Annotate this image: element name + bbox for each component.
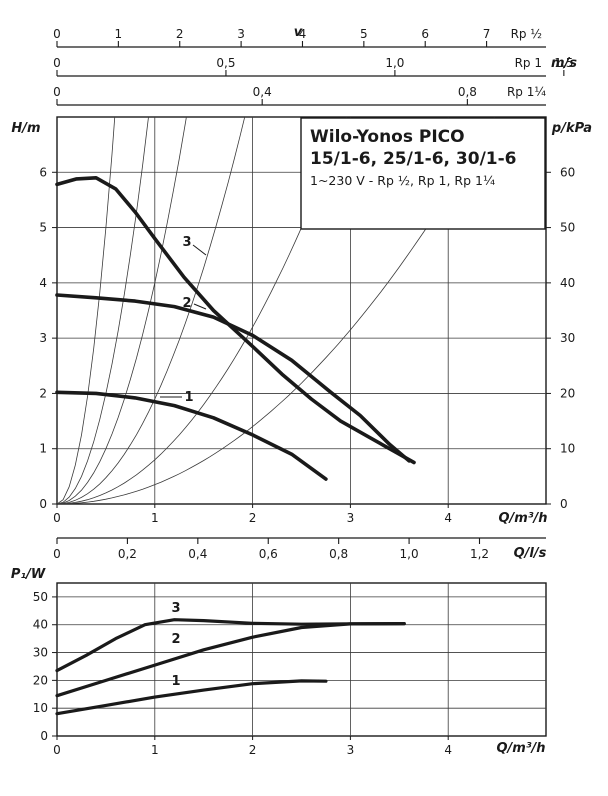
- top-axis-tick-label-rp114: 0: [53, 85, 61, 99]
- mid-axis-label: Q/l/s: [514, 546, 547, 561]
- system-curve: [57, 117, 149, 504]
- mid-axis-tick-label: 0,2: [118, 547, 137, 561]
- hq-y-tick-label: 0: [39, 497, 47, 511]
- power-y-tick-label: 40: [33, 618, 48, 632]
- power-x-tick-label: 0: [53, 743, 61, 757]
- hq-plot-frame: [56, 116, 547, 505]
- top-axis-tick-label-v: 3: [237, 27, 245, 41]
- top-axis-tick-label-v: 5: [360, 27, 368, 41]
- hq-curve-label-1: 1: [184, 390, 193, 405]
- power-curve-label-3: 3: [171, 601, 180, 616]
- hq-y2-tick-label: 20: [560, 386, 575, 400]
- hq-curve-2: [55, 293, 411, 463]
- mid-axis-tick-label: 1,0: [400, 547, 419, 561]
- power-x-tick-label: 3: [347, 743, 355, 757]
- top-axis-tick-label-v: 4: [299, 27, 307, 41]
- power-y-axis-label: P₁/W: [11, 567, 46, 582]
- hq-curve-label-3: 3: [182, 235, 191, 250]
- top-axis-tick-label-ms: 0,5: [216, 56, 235, 70]
- hq-y2-tick-label: 0: [560, 497, 568, 511]
- top-axis-tick-label-ms: 1,0: [385, 56, 404, 70]
- hq-y2-axis-label: p/kPa: [551, 121, 592, 136]
- power-plot-frame: [56, 582, 547, 737]
- top-axis-tick-label-rp114: 0,4: [253, 85, 272, 99]
- power-y-tick-label: 10: [33, 701, 48, 715]
- hq-curve-3: [55, 176, 416, 465]
- title-box: [300, 117, 546, 230]
- hq-x-axis-label: Q/m³/h: [498, 511, 547, 526]
- mid-axis-tick-label: 0,6: [259, 547, 278, 561]
- mid-axis-tick-label: 0: [53, 547, 61, 561]
- system-curve: [57, 117, 116, 504]
- hq-y2-tick-label: 40: [560, 276, 575, 290]
- hq-y-tick-label: 4: [39, 276, 47, 290]
- hq-y-axis-label: H/m: [11, 121, 40, 136]
- power-x-tick-label: 4: [444, 743, 452, 757]
- hq-label-leader-3: [192, 244, 207, 256]
- top-axis-unit-rp114: Rp 1¼: [507, 85, 546, 99]
- power-y-tick-label: 0: [40, 729, 48, 743]
- hq-y2-tick-label: 30: [560, 331, 575, 345]
- hq-curve-1: [55, 390, 328, 481]
- top-axis-tick-label-v: 1: [115, 27, 123, 41]
- hq-x-tick-label: 1: [151, 511, 159, 525]
- top-axis-unit-v: Rp ½: [511, 27, 542, 41]
- top-axis-tick-label-rp114: 0,8: [458, 85, 477, 99]
- hq-x-tick-label: 2: [249, 511, 257, 525]
- hq-y2-tick-label: 10: [560, 442, 575, 456]
- power-curve-2: [55, 622, 406, 698]
- power-x-tick-label: 1: [151, 743, 159, 757]
- hq-x-tick-label: 3: [347, 511, 355, 525]
- system-curve: [57, 117, 246, 504]
- hq-curve-label-2: 2: [182, 296, 191, 311]
- chart-title: Wilo-Yonos PICO: [310, 127, 465, 147]
- hq-y-tick-label: 2: [39, 386, 47, 400]
- top-axis-unit-ms: Rp 1: [515, 56, 542, 70]
- top-axis-tick-label-ms: 1,5: [554, 56, 573, 70]
- mid-axis-tick-label: 1,2: [470, 547, 489, 561]
- hq-y2-tick-label: 60: [560, 165, 575, 179]
- chart-subtitle: 15/1-6, 25/1-6, 30/1-6: [310, 149, 517, 169]
- power-curve-1: [55, 679, 328, 716]
- hq-x-tick-label: 0: [53, 511, 61, 525]
- chart-subtitle-voltage: 1~230 V - Rp ½, Rp 1, Rp 1¼: [310, 173, 495, 188]
- power-curve-label-2: 2: [171, 632, 180, 647]
- hq-y-tick-label: 3: [39, 331, 47, 345]
- mid-axis-tick-label: 0,8: [329, 547, 348, 561]
- top-axis-tick-label-ms: 0: [53, 56, 61, 70]
- power-y-tick-label: 20: [33, 673, 48, 687]
- top-axis-label-ms: m/s: [551, 56, 577, 71]
- top-axis-tick-label-v: 2: [176, 27, 184, 41]
- mid-axis-tick-label: 0,4: [188, 547, 207, 561]
- hq-y-tick-label: 6: [39, 165, 47, 179]
- top-axis-label-v: v: [294, 25, 303, 40]
- hq-x-tick-label: 4: [444, 511, 452, 525]
- top-axis-tick-label-v: 6: [421, 27, 429, 41]
- hq-y-tick-label: 1: [39, 442, 47, 456]
- system-curve: [57, 117, 187, 504]
- power-x-tick-label: 2: [249, 743, 257, 757]
- power-y-tick-label: 30: [33, 646, 48, 660]
- hq-label-leader-2: [193, 303, 207, 310]
- hq-y2-tick-label: 50: [560, 221, 575, 235]
- power-curve-label-1: 1: [171, 674, 180, 689]
- top-axis-tick-label-v: 0: [53, 27, 61, 41]
- hq-y-tick-label: 5: [39, 221, 47, 235]
- power-curve-3: [55, 618, 406, 673]
- top-axis-tick-label-v: 7: [483, 27, 491, 41]
- power-x-axis-label: Q/m³/h: [496, 741, 545, 756]
- power-y-tick-label: 50: [33, 590, 48, 604]
